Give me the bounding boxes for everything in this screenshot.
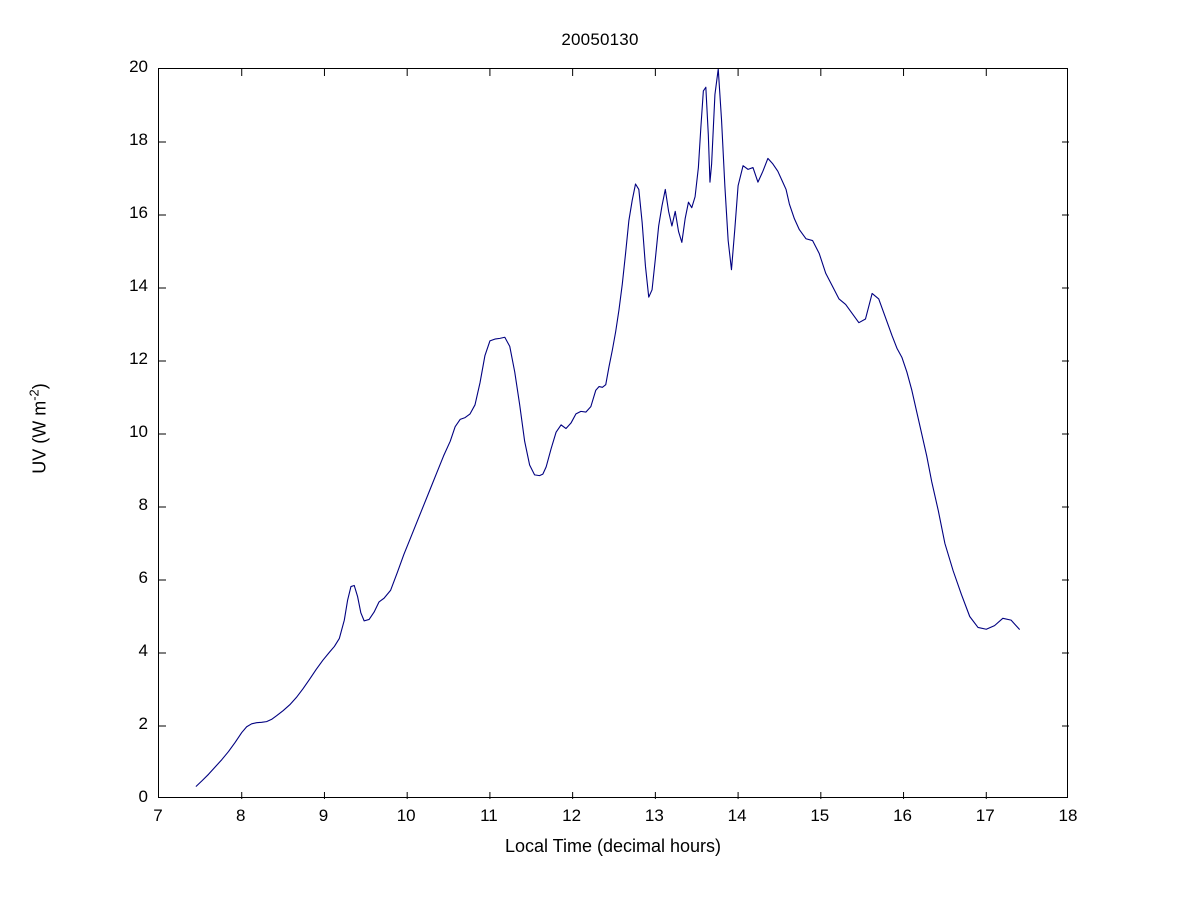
y-axis-label: UV (W m-2) [26, 383, 50, 474]
uv-line-plot [159, 69, 1069, 799]
y-tick-label: 16 [129, 203, 148, 222]
x-tick-label: 13 [644, 806, 664, 825]
x-tick-label: 15 [810, 806, 830, 825]
x-tick-label: 14 [727, 806, 747, 825]
x-tick-label: 18 [1058, 806, 1078, 825]
x-tick-label: 17 [975, 806, 995, 825]
uv-data-line [195, 69, 1020, 787]
x-tick-label: 7 [153, 806, 163, 825]
y-axis-ticks [159, 141, 1069, 727]
x-tick-label: 11 [480, 806, 498, 825]
y-tick-label: 10 [129, 422, 148, 441]
x-tick-label: 8 [235, 806, 246, 825]
y-tick-label: 14 [129, 276, 148, 295]
y-tick-label: 6 [138, 568, 148, 587]
y-tick-label: 8 [138, 495, 148, 514]
x-tick-label: 9 [318, 806, 329, 825]
y-tick-label: 12 [129, 349, 148, 368]
x-tick-label: 16 [893, 806, 912, 825]
y-tick-label: 20 [129, 57, 148, 76]
y-tick-label: 18 [129, 130, 148, 149]
x-tick-label: 12 [562, 806, 582, 825]
plot-area [158, 68, 1069, 799]
x-axis-label: Local Time (decimal hours) [504, 836, 722, 856]
y-tick-label: 4 [138, 641, 148, 660]
y-tick-label: 2 [138, 714, 148, 733]
x-axis-ticks [241, 69, 987, 799]
chart-title: 20050130 [561, 30, 639, 49]
x-tick-label: 10 [396, 806, 416, 825]
y-tick-label: 0 [138, 787, 148, 806]
